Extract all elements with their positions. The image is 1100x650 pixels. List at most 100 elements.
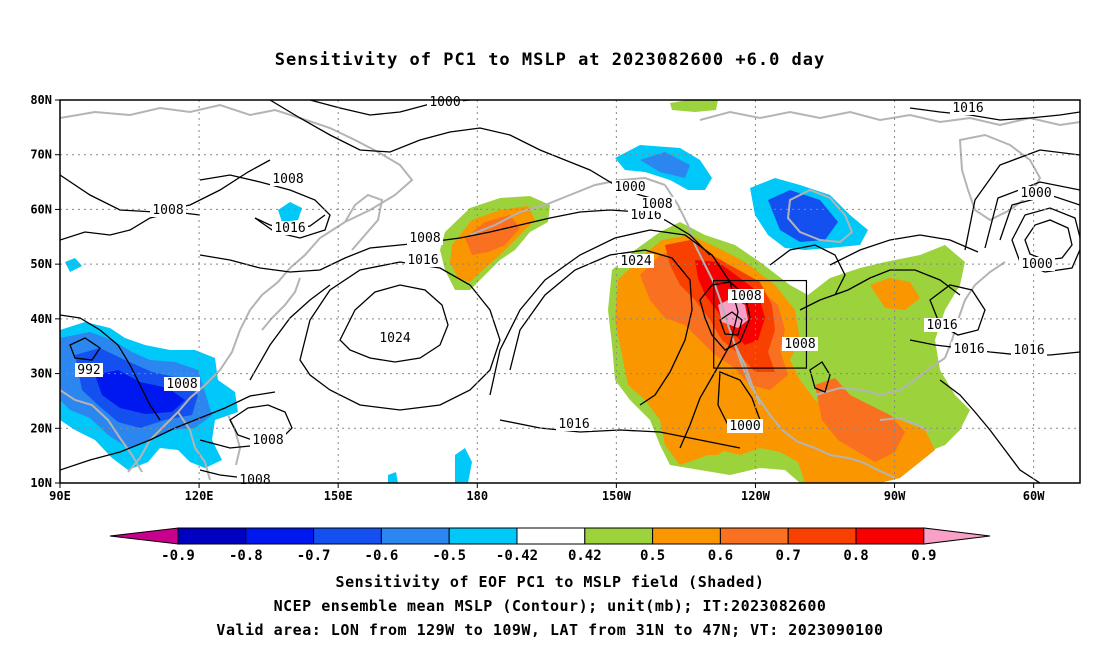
contour-label: 1016 (1013, 343, 1044, 358)
coast-siberia (60, 103, 414, 269)
contour-label: 1016 (926, 318, 957, 333)
contour-label: 1008 (166, 377, 197, 392)
contour-1016-se2 (939, 379, 1041, 483)
contour-label: 1008 (784, 337, 815, 352)
contour-label: 1008 (239, 473, 270, 488)
contour-label-bg (150, 203, 186, 217)
contour-1008-w1 (199, 174, 331, 239)
coast-mexico (814, 447, 896, 479)
contour-label-bg (270, 172, 306, 186)
contour-label: 1008 (252, 433, 283, 448)
colorbar-left-arrow (109, 527, 179, 545)
contour-1024-east (509, 249, 693, 406)
contour-label: 1000 (1021, 257, 1052, 272)
contour-label: 1024 (620, 254, 651, 269)
colorbar-label: 0.8 (843, 548, 868, 564)
coast-asia-east (127, 267, 291, 473)
coast-philippines (227, 414, 242, 466)
colorbar-label: -0.9 (161, 548, 195, 564)
contour-label: 1008 (409, 231, 440, 246)
contour-label-bg (1019, 257, 1055, 271)
colorbar-segment (448, 527, 518, 545)
contour-low-992-1 (1024, 219, 1073, 261)
colorbar-segment (719, 527, 789, 545)
contour-label: 1024 (379, 331, 410, 346)
coast-kamchatka (344, 193, 384, 251)
shade-blue-hudson-inner (768, 190, 838, 242)
contour-label-bg (556, 417, 592, 431)
lon-label: 60W (1023, 489, 1045, 503)
lat-label: 20N (30, 421, 52, 435)
lat-label: 50N (30, 257, 52, 271)
plot-title: Sensitivity of PC1 to MSLP at 2023082600… (274, 50, 826, 70)
colorbar-label: -0.7 (297, 548, 331, 564)
contour-1008-e (909, 107, 1080, 121)
contour-label: 1008 (641, 197, 672, 212)
contour-asia-small-1 (69, 337, 101, 361)
contour-1016-pac-ring (299, 261, 501, 411)
colorbar-segment (855, 527, 925, 545)
contour-label-bg (628, 208, 664, 222)
colorbar-segment (516, 527, 586, 545)
contour-label: 1016 (952, 101, 983, 116)
colorbar-label: 0.6 (708, 548, 733, 564)
colorbar-label: 0.9 (911, 548, 936, 564)
lat-label: 10N (30, 476, 52, 490)
colorbar-segment (313, 527, 382, 545)
contour-1024-high (339, 284, 449, 363)
coast-east-us (944, 261, 1006, 359)
contour-label: 1016 (274, 221, 305, 236)
coast-asia-west (60, 389, 143, 473)
lat-label: 70N (30, 148, 52, 162)
colorbar-right-arrow (923, 527, 991, 545)
coast-canada-arctic (699, 110, 1080, 127)
contour-label: 1008 (152, 203, 183, 218)
coast-japan (261, 277, 301, 331)
sensitivity-shading (60, 100, 970, 483)
lon-label: 120E (185, 489, 214, 503)
contour-1008-north (269, 100, 666, 203)
colorbar-label: 0.7 (776, 548, 801, 564)
shade-orange-gulf (680, 410, 738, 455)
shade-orange-caribbean (815, 378, 905, 462)
contour-label: 1016 (407, 253, 438, 268)
contour-low-1008 (964, 149, 1080, 251)
contour-label-bg (272, 221, 308, 235)
contour-1016-me (799, 269, 961, 311)
contour-1016-right (909, 339, 1080, 356)
contour-label: 1000 (1020, 186, 1051, 201)
contour-label: 1016 (630, 208, 661, 223)
contour-1008-low-sw (699, 281, 751, 351)
lat-label: 40N (30, 312, 52, 326)
contour-label-bg (728, 289, 764, 303)
contour-label-bg (75, 363, 103, 377)
caption-shaded: Sensitivity of EOF PC1 to MSLP field (Sh… (335, 573, 765, 591)
lat-label: 30N (30, 367, 52, 381)
contour-label: 1008 (272, 172, 303, 187)
contour-label-bg (727, 419, 763, 433)
contour-label: 1000 (429, 95, 460, 110)
colorbar-segment (245, 527, 315, 545)
contour-1016-east (489, 229, 739, 449)
lon-label: 180 (466, 489, 488, 503)
map-grid (60, 100, 1080, 483)
colorbar-segment (584, 527, 654, 545)
contour-label-bg (427, 95, 463, 109)
shade-blue-siberia (278, 202, 302, 222)
lat-axis-labels: 80N 70N 60N 50N 40N 30N 20N 10N (30, 93, 60, 490)
contour-1016-asia (60, 314, 161, 421)
contour-label-bg (377, 331, 413, 345)
shade-blue-tropic (455, 448, 472, 483)
lon-axis-labels: 90E 120E 150E 180 150W 120W 90W 60W (49, 483, 1045, 503)
contour-1008-right (829, 234, 979, 266)
lat-label: 80N (30, 93, 52, 107)
colorbar-label: -0.8 (229, 548, 263, 564)
contour-label-bg (407, 231, 443, 245)
contour-atl-b (769, 244, 846, 296)
contour-label-bg (1018, 186, 1054, 200)
contour-label: 1000 (729, 419, 760, 434)
colorbar: -0.9 -0.8 -0.7 -0.6 -0.5 -0.42 0.42 0.5 0.6 0.7 0.… (109, 527, 991, 564)
caption-valid-area: Valid area: LON from 129W to 109W, LAT f… (216, 621, 884, 639)
shade-blue-small-w (65, 258, 82, 272)
